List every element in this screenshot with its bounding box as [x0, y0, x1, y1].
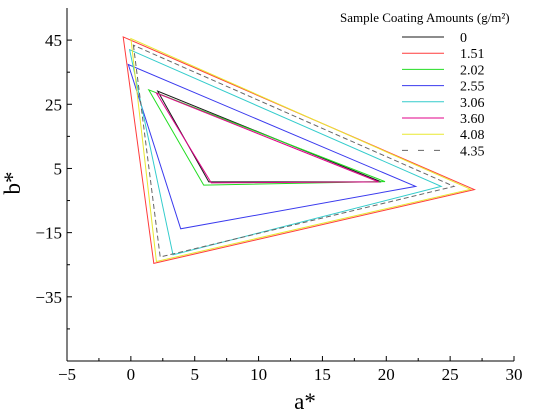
- x-tick-label: 30: [506, 365, 523, 384]
- plot-series-group: [122, 36, 476, 265]
- series-4-35-triangle: [132, 44, 456, 258]
- legend-label: 1.51: [460, 47, 485, 62]
- legend-label: 3.06: [460, 96, 485, 111]
- x-tick-label: 25: [442, 365, 459, 384]
- x-tick-label: 15: [314, 365, 331, 384]
- legend-title: Sample Coating Amounts (g/m²): [340, 10, 510, 25]
- y-tick-label: 45: [45, 31, 62, 50]
- legend-label: 2.55: [460, 80, 485, 95]
- series-3-60-triangle: [155, 91, 379, 184]
- legend-label: 4.08: [460, 128, 485, 143]
- x-axis-label: a*: [294, 389, 316, 414]
- series-4-08-triangle: [130, 37, 473, 263]
- y-tick-label: 5: [54, 159, 63, 178]
- legend-label: 0: [460, 31, 467, 46]
- y-axis-label: b*: [0, 172, 25, 195]
- series-3-06-triangle: [128, 48, 443, 256]
- legend: Sample Coating Amounts (g/m²) 01.512.02 2.…: [340, 10, 510, 159]
- x-tick-label: 20: [378, 365, 395, 384]
- x-tick-label: −5: [58, 365, 76, 384]
- series-2-02-triangle: [147, 88, 386, 186]
- y-tick-label: −15: [35, 224, 62, 243]
- x-tick-label: 0: [127, 365, 136, 384]
- legend-label: 3.60: [460, 112, 485, 127]
- tick-labels: −5 0 5 10 15 20 25 30 −35 −15 5 25 45: [35, 31, 522, 384]
- legend-label: 4.35: [460, 144, 485, 159]
- y-tick-label: 25: [45, 95, 62, 114]
- series-2-55-triangle: [127, 63, 418, 230]
- axes: [66, 8, 515, 362]
- x-tick-label: 10: [250, 365, 267, 384]
- x-tick-label: 5: [190, 365, 199, 384]
- y-tick-label: −35: [35, 288, 62, 307]
- legend-label: 2.02: [460, 63, 485, 78]
